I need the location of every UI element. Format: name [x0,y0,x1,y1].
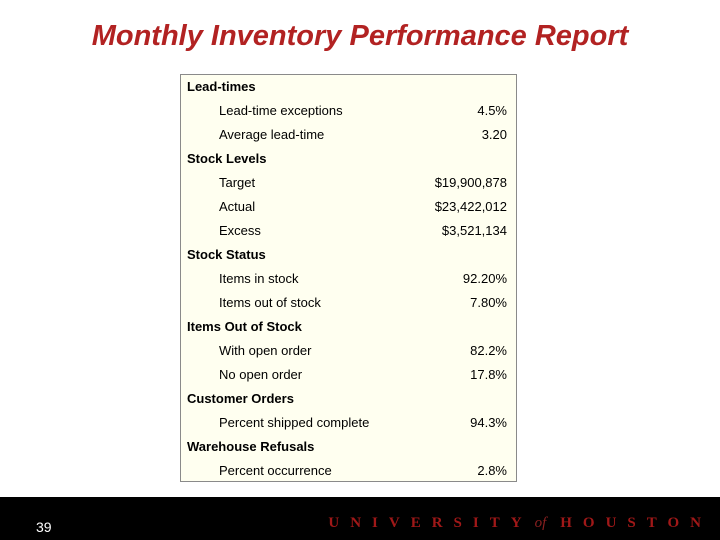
metric-value: $19,900,878 [434,175,507,190]
metric-value: 7.80% [470,295,507,310]
section-header: Customer Orders [187,391,294,406]
page-title: Monthly Inventory Performance Report [91,20,629,52]
metric-row: Average lead-time 3.20 [181,123,516,147]
metric-label: Items in stock [219,271,299,286]
metric-value: 3.20 [481,127,507,142]
section-header: Items Out of Stock [187,319,302,334]
metric-label: Items out of stock [219,295,321,310]
metric-value: 2.8% [477,463,507,478]
metric-row: No open order 17.8% [181,363,516,387]
university-logo: UNIVERSITY of HOUSTON [328,513,712,533]
metric-label: Lead-time exceptions [219,103,343,118]
metric-label: Actual [219,199,256,214]
metric-value: $3,521,134 [441,223,507,238]
metric-value: 82.2% [470,343,507,358]
metric-row: Lead-time exceptions 4.5% [181,99,516,123]
metric-row: Items in stock 92.20% [181,267,516,291]
metric-label: With open order [219,343,312,358]
section-header: Stock Levels [187,151,267,166]
metric-value: 94.3% [470,415,507,430]
logo-word-houston: HOUSTON [560,515,712,531]
metric-row: With open order 82.2% [181,339,516,363]
metric-label: No open order [219,367,303,382]
metric-row: Actual $23,422,012 [181,195,516,219]
metric-value: $23,422,012 [434,199,507,214]
metric-row: Target $19,900,878 [181,171,516,195]
metric-label: Percent occurrence [219,463,332,478]
metric-label: Percent shipped complete [219,415,370,430]
metric-label: Excess [219,223,261,238]
report-table: Lead-times Lead-time exceptions 4.5% Averag… [180,74,517,482]
section-header: Lead-times [187,79,256,94]
page-number: 39 [36,519,52,535]
metric-value: 4.5% [477,103,507,118]
logo-word-of: of [534,515,547,531]
logo-word-university: UNIVERSITY [328,515,533,531]
metric-label: Target [219,175,256,190]
metric-row: Items out of stock 7.80% [181,291,516,315]
metric-value: 92.20% [462,271,507,286]
metric-row: Percent shipped complete 94.3% [181,411,516,435]
metric-label: Average lead-time [219,127,325,142]
section-header: Stock Status [187,247,266,262]
footer-bar: 39 UNIVERSITY of HOUSTON [0,497,720,540]
section-header: Warehouse Refusals [187,439,315,454]
metric-row: Percent occurrence 2.8% [181,459,516,483]
metric-value: 17.8% [470,367,507,382]
metric-row: Excess $3,521,134 [181,219,516,243]
